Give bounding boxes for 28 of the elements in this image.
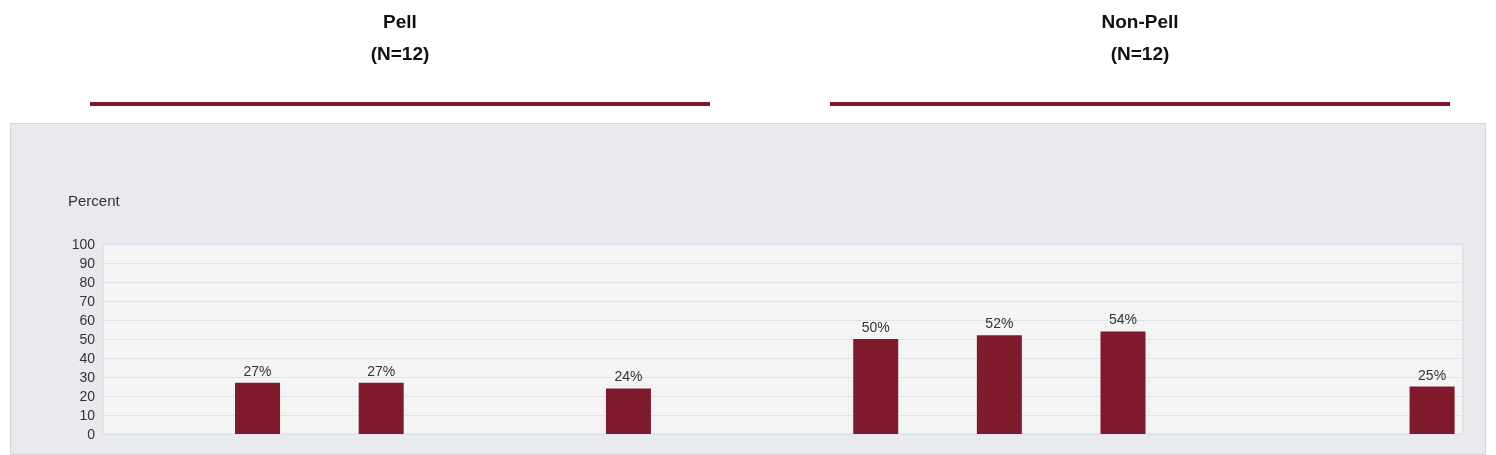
data-label: 24%: [614, 368, 643, 385]
data-label: 25%: [1418, 366, 1447, 383]
bar: [235, 382, 281, 434]
text: Pell (N=12): [369, 10, 431, 66]
y-tick-label: 60: [79, 312, 96, 328]
data-label: 27%: [243, 362, 272, 379]
y-axis-title: Percent: [68, 192, 121, 209]
y-tick-label: 90: [79, 255, 96, 271]
y-tick-label: 20: [79, 388, 96, 404]
y-tick-label: 70: [79, 293, 96, 309]
data-label: 27%: [367, 362, 396, 379]
y-tick-label: 100: [71, 236, 96, 252]
bar: [853, 339, 899, 434]
data-label: 52%: [985, 315, 1014, 332]
text: Non-Pell (N=12): [1100, 10, 1180, 66]
data-label: 54%: [1108, 311, 1138, 328]
bar: [1409, 386, 1455, 434]
y-tick-label: 10: [79, 407, 96, 423]
y-tick-label: 80: [79, 274, 96, 290]
bar: [1100, 331, 1146, 434]
y-tick-label: 40: [79, 350, 96, 366]
bar: [976, 335, 1022, 434]
bar: [605, 388, 651, 434]
y-tick-label: 50: [79, 331, 96, 347]
bar: [358, 382, 404, 434]
y-tick-label: 0: [87, 426, 96, 442]
data-label: 50%: [861, 319, 890, 335]
y-tick-label: 30: [79, 369, 96, 385]
